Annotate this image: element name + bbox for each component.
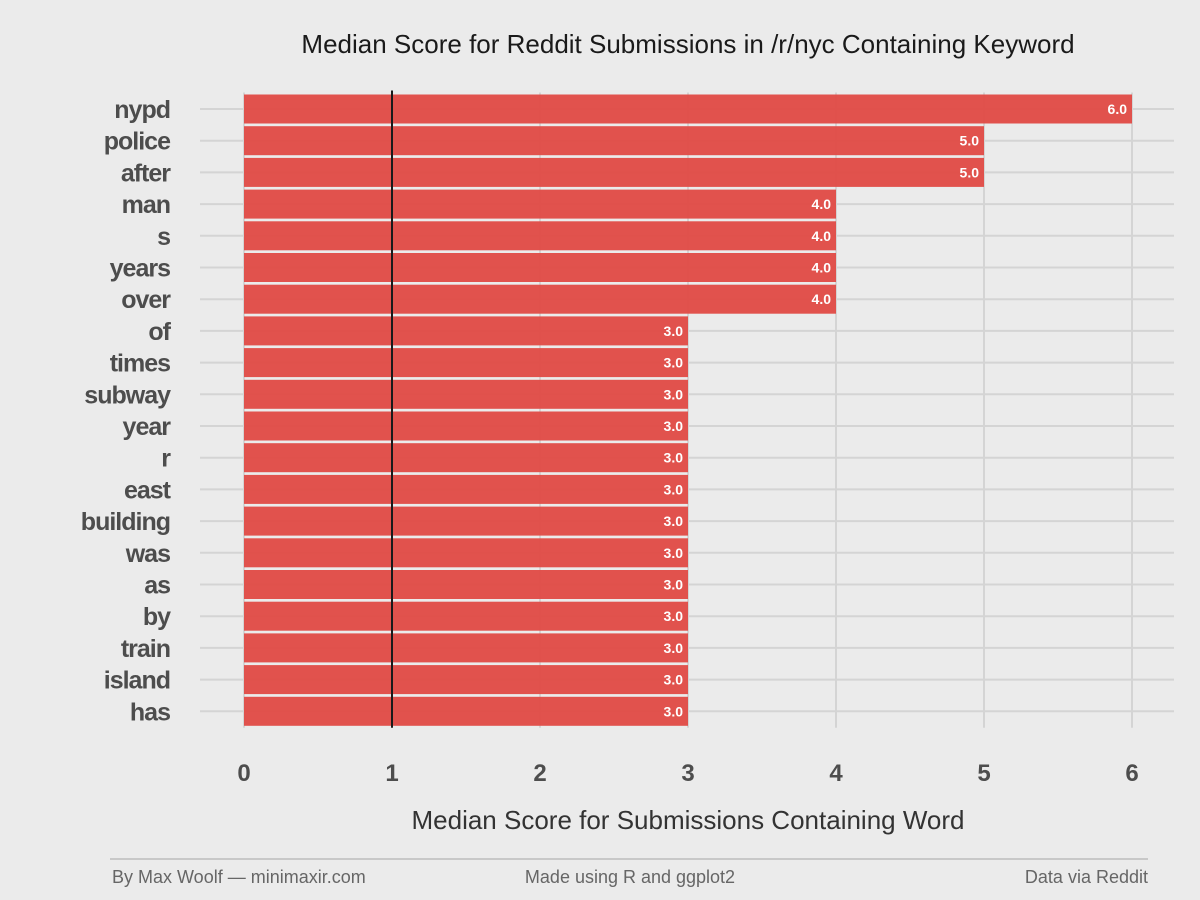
x-tick-label: 5 [977,760,990,787]
bar-after [244,157,984,187]
bar-as [244,570,688,599]
bar-subway [244,379,688,409]
bar-train [244,633,688,663]
x-tick-label: 4 [829,760,843,787]
x-tick-label: 3 [681,760,694,787]
footer-tools: Made using R and ggplot2 [525,867,735,887]
x-axis-title: Median Score for Submissions Containing … [411,805,964,835]
category-label-building: building [81,508,170,536]
data-label-after: 5.0 [960,164,980,180]
bar-s [244,221,836,251]
bar-has [244,696,688,726]
data-label-times: 3.0 [664,355,684,371]
category-label-times: times [110,350,170,378]
data-label-has: 3.0 [664,703,684,719]
x-tick-label: 2 [533,760,546,787]
data-label-over: 4.0 [812,291,832,307]
bars: 6.0 5.0 5.0 4.0 4.0 4.0 4.0 3.0 3.0 3.0 3.0 3.0 3.0 3… [244,94,1132,726]
data-label-train: 3.0 [664,640,684,656]
category-label-by: by [143,603,171,631]
x-tick-label: 0 [237,760,250,787]
category-label-island: island [104,667,170,695]
category-label-has: has [130,698,170,726]
data-label-of: 3.0 [664,323,684,339]
grid [200,92,1174,728]
data-label-year: 3.0 [664,418,684,434]
category-label-police: police [104,128,171,156]
footer-credit: By Max Woolf — minimaxir.com [112,867,366,887]
category-label-east: east [124,476,172,504]
data-label-was: 3.0 [664,545,684,561]
category-label-r: r [161,445,171,473]
data-label-years: 4.0 [812,260,832,276]
x-tick-label: 6 [1125,760,1138,787]
data-label-building: 3.0 [664,513,684,529]
category-label-years: years [110,255,170,283]
bar-was [244,538,688,568]
bar-police [244,126,984,156]
category-label-as: as [144,572,170,600]
category-label-was: was [125,540,170,568]
x-tick-labels: 0 1 2 3 4 5 6 [237,760,1138,787]
bar-island [244,665,688,695]
chart-title: Median Score for Reddit Submissions in /… [301,29,1074,59]
data-label-by: 3.0 [664,608,684,624]
data-label-man: 4.0 [812,196,832,212]
category-labels: nypd police after man s years over of times subwa… [81,96,173,726]
data-label-east: 3.0 [664,481,684,497]
category-label-train: train [121,635,170,663]
data-label-s: 4.0 [812,228,832,244]
bar-of [244,316,688,346]
category-label-nypd: nypd [114,96,170,124]
category-label-year: year [123,413,172,441]
footer-source: Data via Reddit [1025,867,1148,887]
category-label-over: over [121,286,171,314]
bar-over [244,284,836,314]
data-label-subway: 3.0 [664,386,684,402]
category-label-of: of [148,318,171,346]
bar-east [244,474,688,504]
category-label-subway: subway [84,381,171,409]
bar-building [244,506,688,536]
data-label-island: 3.0 [664,672,684,688]
bar-year [244,411,688,441]
category-label-s: s [157,223,170,251]
category-label-man: man [122,191,170,219]
bar-r [244,443,688,473]
x-tick-label: 1 [385,760,398,787]
data-label-as: 3.0 [664,577,684,593]
bar-man [244,189,836,219]
data-label-police: 5.0 [960,133,980,149]
bar-by [244,601,688,631]
data-label-nypd: 6.0 [1108,101,1128,117]
bar-times [244,348,688,378]
data-label-r: 3.0 [664,450,684,466]
category-label-after: after [121,159,171,187]
bar-nypd [244,94,1132,124]
bar-years [244,253,836,282]
